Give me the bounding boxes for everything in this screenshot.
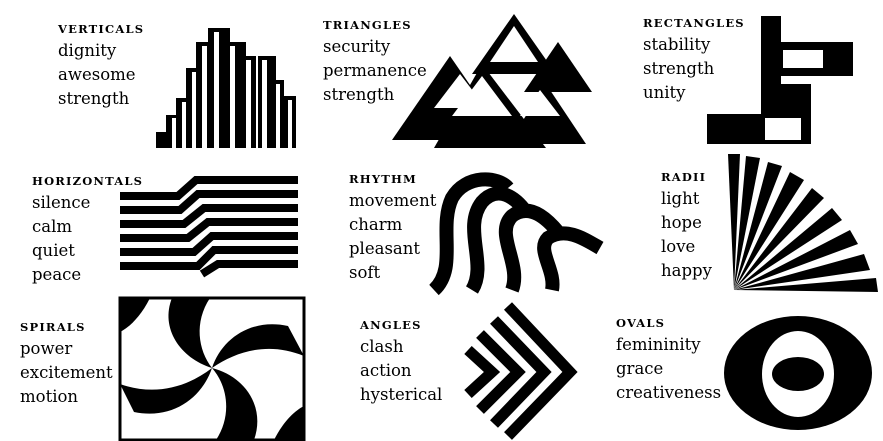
triangles-title: TRIANGLES <box>323 18 412 32</box>
radii-word-1: light <box>661 189 700 208</box>
horizontals-word-3: quiet <box>32 241 75 260</box>
radii-title: RADII <box>661 170 707 184</box>
spirals-icon <box>118 296 306 441</box>
rectangles-title: RECTANGLES <box>643 16 745 30</box>
spirals-title: SPIRALS <box>20 320 86 334</box>
rectangles-word-2: strength <box>643 59 715 78</box>
ovals-icon <box>724 316 872 430</box>
verticals-word-2: awesome <box>58 65 136 84</box>
verticals-word-1: dignity <box>58 41 117 60</box>
rhythm-word-2: charm <box>349 215 403 234</box>
angles-icon <box>464 302 578 440</box>
spirals-word-3: motion <box>20 387 79 406</box>
horizontals-title: HORIZONTALS <box>32 174 144 188</box>
rectangles-word-3: unity <box>643 83 686 102</box>
rhythm-icon <box>428 172 604 296</box>
radii-icon <box>728 154 878 292</box>
angles-title: ANGLES <box>360 318 422 332</box>
spirals-word-1: power <box>20 339 73 358</box>
angles-word-2: action <box>360 361 412 380</box>
rhythm-word-1: movement <box>349 191 437 210</box>
ovals-word-3: creativeness <box>616 383 722 402</box>
horizontals-icon <box>120 176 298 278</box>
radii-word-2: hope <box>661 213 702 232</box>
radii-word-3: love <box>661 237 696 256</box>
triangles-icon <box>392 14 592 148</box>
radii-word-4: happy <box>661 261 712 280</box>
spirals-word-2: excitement <box>20 363 113 382</box>
rhythm-title: RHYTHM <box>349 172 417 186</box>
ovals-word-2: grace <box>616 359 664 378</box>
ovals-title: OVALS <box>616 316 666 330</box>
horizontals-word-2: calm <box>32 217 73 236</box>
horizontals-word-4: peace <box>32 265 82 284</box>
triangles-word-3: strength <box>323 85 395 104</box>
horizontals-word-1: silence <box>32 193 91 212</box>
triangles-word-2: permanence <box>323 61 427 80</box>
ovals-word-1: femininity <box>616 335 701 354</box>
angles-word-1: clash <box>360 337 404 356</box>
verticals-word-3: strength <box>58 89 130 108</box>
verticals-title: VERTICALS <box>58 22 145 36</box>
triangles-word-1: security <box>323 37 391 56</box>
verticals-icon <box>156 28 296 148</box>
rectangles-icon <box>707 16 853 144</box>
angles-word-3: hysterical <box>360 385 443 404</box>
rhythm-word-4: soft <box>349 263 381 282</box>
rhythm-word-3: pleasant <box>349 239 421 258</box>
rectangles-word-1: stability <box>643 35 711 54</box>
